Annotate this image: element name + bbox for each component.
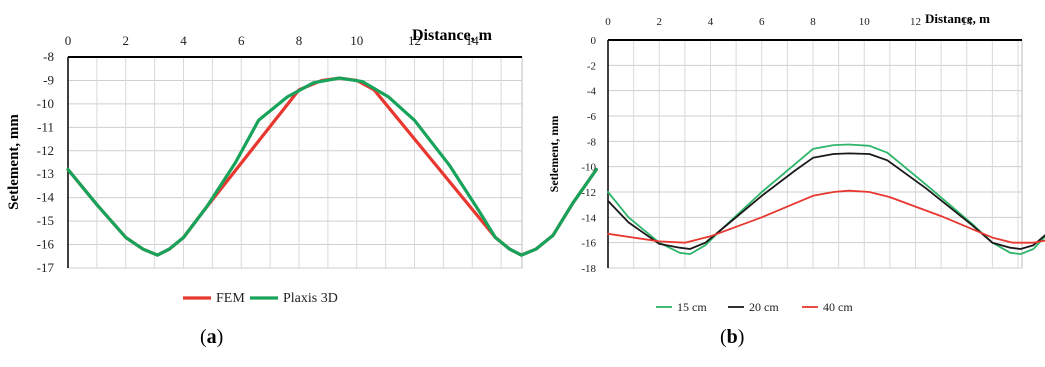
plot-frame [67, 56, 523, 269]
y-tick-label-7: -14 [581, 212, 596, 224]
y-tick-label-2: -4 [587, 86, 597, 98]
legend-label-2: 40 cm [823, 300, 853, 314]
chart-a: 0 2 4 6 8 10 12 14 -8 -9 -10 -11 -12 -13 -14 -15 -16 -17 D… [6, 27, 598, 306]
legend: FEM Plaxis 3D [183, 291, 338, 306]
x-tick-label-3: 6 [238, 33, 245, 48]
x-tick-label-5: 10 [859, 16, 871, 28]
y-tick-label-0: 0 [591, 35, 597, 47]
y-tick-label-1: -9 [43, 72, 54, 87]
legend-label-1: Plaxis 3D [283, 291, 338, 306]
y-tick-label-1: -2 [587, 60, 596, 72]
x-tick-label-2: 4 [180, 33, 187, 48]
x-tick-label-1: 2 [123, 33, 130, 48]
y-tick-label-0: -8 [43, 49, 54, 64]
y-tick-label-5: -10 [581, 162, 596, 174]
x-tick-label-5: 10 [350, 33, 363, 48]
y-tick-label-6: -14 [37, 190, 55, 205]
y-tick-label-9: -17 [37, 260, 55, 275]
legend-label-0: 15 cm [677, 300, 707, 314]
legend: 15 cm 20 cm 40 cm [656, 300, 853, 314]
x-tick-label-6: 12 [408, 33, 421, 48]
x-tick-label-3: 6 [759, 16, 765, 28]
panel-label-a: (a) [200, 326, 224, 348]
y-tick-label-6: -12 [581, 187, 596, 199]
y-tick-label-4: -8 [587, 136, 597, 148]
x-tick-label-1: 2 [657, 16, 663, 28]
series-line-40-cm [607, 189, 1045, 244]
series-line-plaxis-3d [66, 76, 598, 257]
y-axis-title: Setlement, mm [547, 116, 561, 193]
y-tick-label-7: -15 [37, 213, 54, 228]
x-tick-label-7: 14 [961, 16, 973, 28]
x-tick-label-2: 4 [708, 16, 714, 28]
y-tick-label-9: -18 [581, 263, 596, 275]
series-line-15-cm [607, 143, 1045, 255]
y-tick-label-2: -10 [37, 96, 54, 111]
x-tick-label-6: 12 [910, 16, 921, 28]
y-tick-label-5: -13 [37, 166, 54, 181]
x-tick-label-7: 14 [466, 33, 480, 48]
plot-frame [607, 39, 1023, 269]
panel-label-b: (b) [720, 326, 745, 348]
y-tick-label-8: -16 [37, 237, 55, 252]
x-tick-label-0: 0 [605, 16, 611, 28]
x-tick-label-4: 8 [296, 33, 303, 48]
x-axis-title: Distance, m [412, 27, 493, 44]
x-axis-title: Distance, m [925, 11, 990, 26]
series-line-20-cm [607, 152, 1045, 250]
x-tick-label-0: 0 [65, 33, 72, 48]
chart-b: 0 2 4 6 8 10 12 14 0 -2 -4 -6 -8 -10 -12 -14 -16 -18 Dista… [547, 11, 1045, 314]
series-line-fem [66, 76, 598, 257]
legend-label-0: FEM [216, 291, 245, 306]
y-tick-label-3: -11 [37, 119, 54, 134]
y-tick-label-4: -12 [37, 143, 54, 158]
y-axis-title: Setlement, mm [6, 114, 22, 210]
y-tick-label-3: -6 [587, 111, 597, 123]
legend-label-1: 20 cm [749, 300, 779, 314]
x-tick-label-4: 8 [810, 16, 816, 28]
y-tick-label-8: -16 [581, 238, 596, 250]
